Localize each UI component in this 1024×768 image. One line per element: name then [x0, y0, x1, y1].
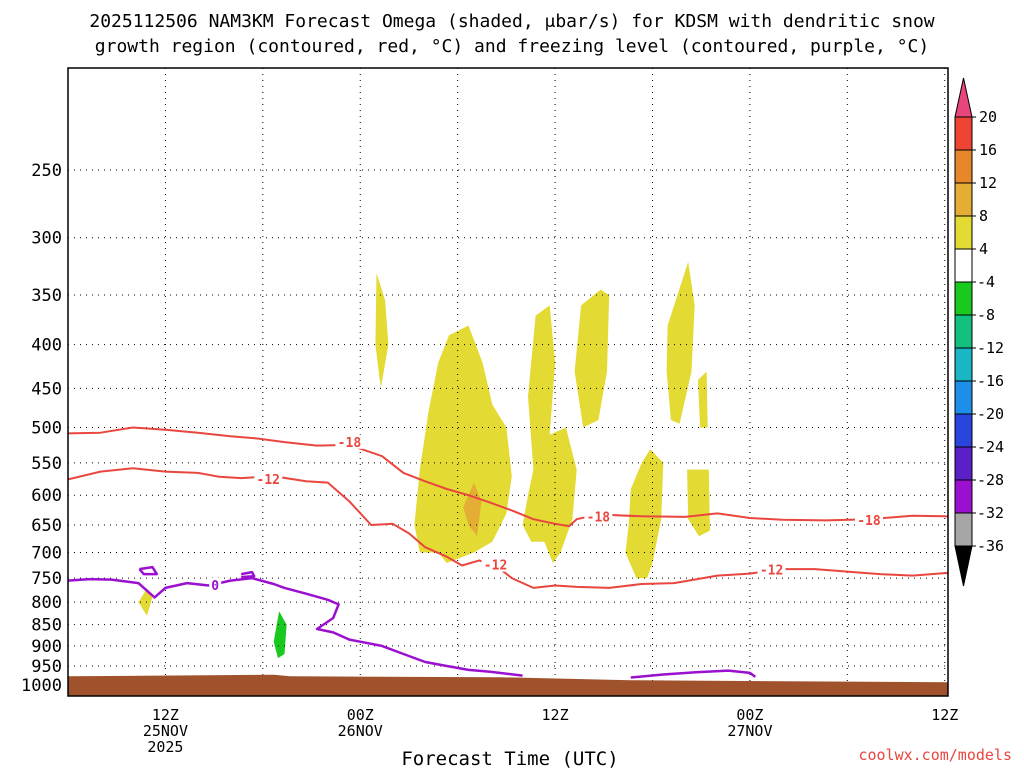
contour-label-bg-1 — [254, 472, 283, 487]
colorbar-box-9 — [954, 413, 973, 448]
y-tick-label-750: 750 — [31, 569, 62, 589]
shaded-region-ascent-4-0 — [138, 590, 153, 616]
colorbar-label-10: -24 — [977, 438, 1004, 456]
colorbar-label-9: -20 — [977, 405, 1004, 423]
plot-content: -18 -12 -12 -18 -12 -18 0 — [68, 68, 948, 696]
chart-title-line-1: 2025112506 NAM3KM Forecast Omega (shaded… — [89, 11, 934, 32]
colorbar-label-1: 16 — [979, 141, 997, 159]
colorbar-box-12 — [954, 512, 973, 547]
y-tick-label-850: 850 — [31, 616, 62, 636]
contour-freezing-level — [68, 576, 523, 677]
colorbar-box-7 — [954, 347, 973, 382]
contour-freezing-level-small — [138, 565, 159, 576]
colorbar-box-5 — [954, 281, 973, 316]
contour-label-bg-2 — [481, 557, 510, 572]
y-tick-label-800: 800 — [31, 593, 62, 613]
contour-label-bg-0 — [335, 434, 364, 449]
shaded-region-ascent-4-3 — [522, 305, 577, 563]
shaded-region-ascent-8-9 — [463, 482, 482, 537]
colorbar-label-2: 12 — [979, 174, 997, 192]
contour-freezing-level-near-surface — [630, 669, 757, 679]
colorbar-label-4: 4 — [979, 240, 988, 258]
colorbar-box-10 — [954, 446, 973, 481]
colorbar-box-8 — [954, 380, 973, 415]
colorbar-label-5: -4 — [977, 273, 995, 291]
x-tick-label-63-0: 00Z — [736, 706, 763, 724]
shaded-region-ascent-4-7 — [687, 469, 710, 537]
shaded-region-ascent-4-1 — [375, 273, 389, 389]
contour-label-0: -18 — [338, 436, 362, 451]
contour-label-4: -12 — [760, 564, 783, 579]
shaded-region-ascent-4-4 — [574, 289, 610, 428]
contour-label-3: -18 — [587, 510, 611, 525]
colorbar: 20 16 12 8 4 -4 -8 -12 -16 -20 -24 -28 -32 -36 — [954, 77, 1004, 587]
y-tick-label-300: 300 — [31, 229, 62, 249]
colorbar-label-3: 8 — [979, 207, 988, 225]
x-tick-label-81-0: 12Z — [931, 706, 958, 724]
y-tick-label-650: 650 — [31, 516, 62, 536]
contour-label-2: -12 — [484, 559, 507, 574]
x-tick-label-27-0: 00Z — [347, 706, 374, 724]
plot-area: -18 -12 -12 -18 -12 -18 0 250 300 350 400 450 500 550… — [21, 67, 958, 756]
colorbar-box-6 — [954, 314, 973, 349]
colorbar-label-6: -8 — [977, 306, 995, 324]
y-tick-label-1000: 1000 — [21, 676, 62, 696]
colorbar-label-12: -32 — [977, 504, 1004, 522]
colorbar-bottom-triangle — [954, 545, 973, 587]
contour-label-6: 0 — [211, 579, 219, 594]
plot-frame — [67, 67, 949, 697]
colorbar-box-0 — [954, 116, 973, 151]
y-tick-label-900: 900 — [31, 637, 62, 657]
y-tick-label-600: 600 — [31, 486, 62, 506]
y-tick-label-400: 400 — [31, 336, 62, 356]
contour-freezing-level-small-2 — [240, 570, 256, 579]
colorbar-label-8: -16 — [977, 372, 1004, 390]
y-tick-label-950: 950 — [31, 657, 62, 677]
colorbar-label-13: -36 — [977, 537, 1004, 555]
x-tick-label-45-0: 12Z — [542, 706, 569, 724]
credit-text: coolwx.com/models — [858, 746, 1012, 764]
y-tick-label-450: 450 — [31, 379, 62, 399]
contour-label-bg-4 — [757, 562, 786, 577]
x-tick-label-9-0: 12Z — [152, 706, 179, 724]
chart-title-line-2: growth region (contoured, red, °C) and f… — [95, 36, 929, 57]
contour-label-5: -18 — [857, 514, 881, 529]
contour-label-bg-6 — [209, 577, 222, 592]
contour-label-1: -12 — [257, 473, 280, 488]
contour-label-bg-3 — [584, 509, 613, 524]
colorbar-top-triangle — [954, 77, 973, 118]
contour-label-bg-5 — [854, 512, 883, 527]
y-tick-label-550: 550 — [31, 454, 62, 474]
colorbar-box-3 — [954, 215, 973, 250]
y-tick-label-500: 500 — [31, 418, 62, 438]
shaded-region-ascent-4-5 — [625, 449, 664, 579]
colorbar-box-1 — [954, 149, 973, 184]
colorbar-label-11: -28 — [977, 471, 1004, 489]
x-tick-label-9-1: 25NOV — [143, 722, 188, 740]
x-tick-label-63-1: 27NOV — [727, 722, 772, 740]
x-tick-label-9-2: 2025 — [147, 738, 183, 756]
y-tick-label-350: 350 — [31, 286, 62, 306]
x-tick-label-27-1: 26NOV — [338, 722, 383, 740]
colorbar-label-0: 20 — [979, 108, 997, 126]
contour-dendritic-top — [68, 426, 948, 528]
shaded-region-ascent-4-2 — [414, 325, 512, 563]
shaded-region-ascent-4-8 — [698, 371, 708, 428]
colorbar-label-7: -12 — [977, 339, 1004, 357]
colorbar-box-4 — [954, 248, 973, 283]
terrain-surface — [68, 674, 948, 696]
y-tick-label-700: 700 — [31, 544, 62, 564]
colorbar-box-11 — [954, 479, 973, 514]
shaded-region-ascent-4-6 — [666, 261, 695, 424]
colorbar-box-2 — [954, 182, 973, 217]
x-axis-label: Forecast Time (UTC) — [401, 748, 618, 768]
y-tick-label-250: 250 — [31, 161, 62, 181]
shaded-region-descent-4-10 — [273, 611, 287, 659]
